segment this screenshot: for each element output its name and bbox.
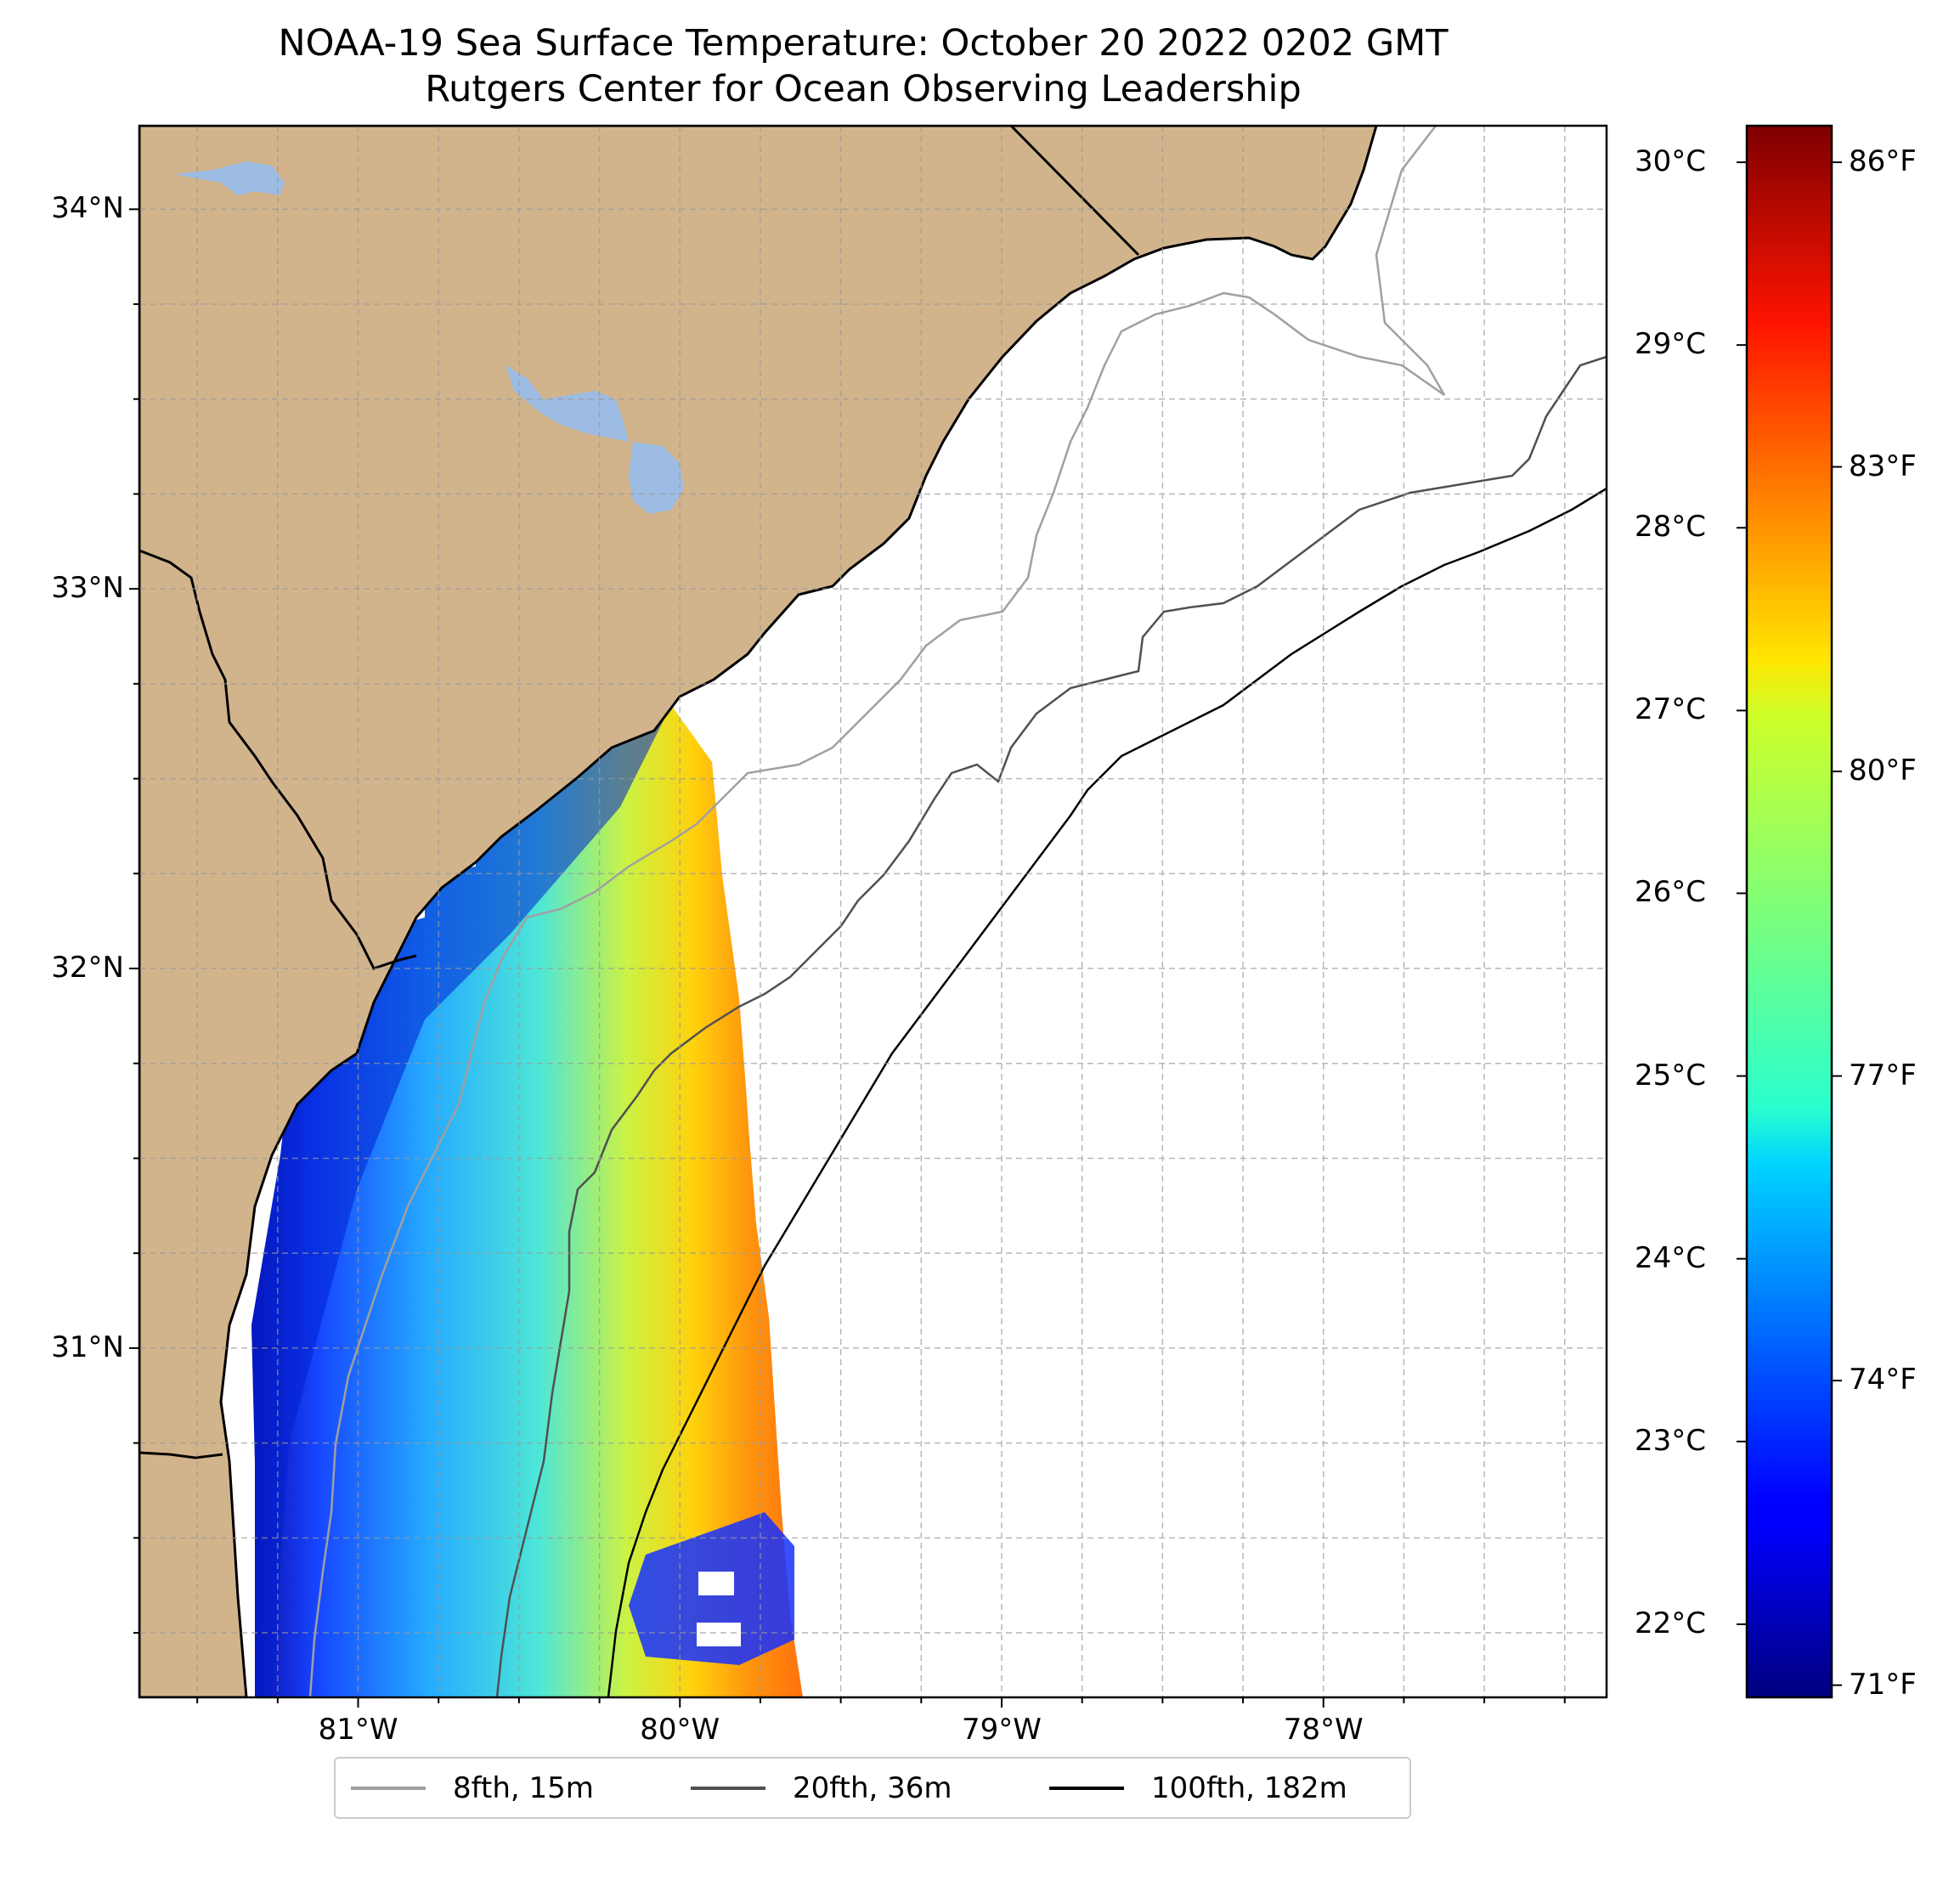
colorbar-celsius-label: 26°C bbox=[1635, 875, 1707, 910]
legend: 8fth, 15m 20fth, 36m 100fth, 182m bbox=[334, 1757, 1411, 1819]
contour-100fth-182m bbox=[607, 487, 1607, 1697]
colorbar bbox=[1745, 124, 1833, 1699]
lon-label-81w: 81°W bbox=[318, 1713, 398, 1747]
colorbar-fahrenheit-label: 74°F bbox=[1849, 1363, 1917, 1397]
lat-label-33: 33°N bbox=[51, 571, 124, 606]
colorbar-fahrenheit-label: 86°F bbox=[1849, 144, 1917, 179]
legend-label-8fth: 8fth, 15m bbox=[453, 1770, 594, 1805]
lon-label-80w: 80°W bbox=[640, 1713, 720, 1747]
colorbar-fahrenheit-label: 77°F bbox=[1849, 1058, 1917, 1092]
lon-label-79w: 79°W bbox=[962, 1713, 1042, 1747]
colorbar-fahrenheit-label: 83°F bbox=[1849, 449, 1917, 483]
no-data-patch bbox=[698, 1572, 734, 1595]
figure-subtitle: Rutgers Center for Ocean Observing Leade… bbox=[425, 68, 1302, 110]
colorbar-tick-marks bbox=[1737, 161, 1842, 1686]
figure-title: NOAA-19 Sea Surface Temperature: October… bbox=[278, 22, 1449, 65]
map-frame bbox=[138, 124, 1608, 1699]
lon-label-78w: 78°W bbox=[1283, 1713, 1364, 1747]
colorbar-celsius-label: 30°C bbox=[1635, 144, 1707, 179]
land-mass bbox=[139, 126, 1378, 1697]
colorbar-celsius-label: 28°C bbox=[1635, 510, 1707, 545]
legend-label-100fth: 100fth, 182m bbox=[1151, 1770, 1347, 1805]
sst-cold-coastal-band bbox=[251, 705, 671, 1697]
gridlines bbox=[139, 126, 1607, 1697]
contour-20fth-36m bbox=[495, 355, 1607, 1697]
legend-item-8fth: 8fth, 15m bbox=[351, 1759, 594, 1817]
legend-item-20fth: 20fth, 36m bbox=[691, 1759, 952, 1817]
no-data-patch bbox=[697, 1623, 741, 1646]
colorbar-celsius-label: 24°C bbox=[1635, 1240, 1707, 1275]
legend-swatch-20fth bbox=[691, 1786, 765, 1790]
map-tick-marks bbox=[129, 208, 1566, 1708]
legend-swatch-8fth bbox=[351, 1786, 426, 1790]
colorbar-celsius-label: 23°C bbox=[1635, 1423, 1707, 1458]
state-boundary bbox=[139, 1451, 223, 1459]
legend-swatch-100fth bbox=[1049, 1786, 1124, 1790]
state-boundary bbox=[1009, 126, 1140, 257]
legend-item-100fth: 100fth, 182m bbox=[1049, 1759, 1347, 1817]
colorbar-celsius-label: 22°C bbox=[1635, 1606, 1707, 1640]
lat-label-32: 32°N bbox=[51, 951, 124, 985]
lake bbox=[174, 161, 285, 195]
colorbar-celsius-label: 27°C bbox=[1635, 692, 1707, 727]
colorbar-celsius-label: 25°C bbox=[1635, 1058, 1707, 1092]
state-boundary bbox=[139, 549, 417, 970]
colorbar-fahrenheit-label: 71°F bbox=[1849, 1667, 1917, 1702]
contour-8fth-15m bbox=[308, 126, 1446, 1697]
legend-label-20fth: 20fth, 36m bbox=[793, 1770, 952, 1805]
lake bbox=[506, 365, 629, 442]
colorbar-fahrenheit-label: 80°F bbox=[1849, 754, 1917, 788]
lat-label-34: 34°N bbox=[51, 191, 124, 226]
lat-label-31: 31°N bbox=[51, 1330, 124, 1364]
colorbar-celsius-label: 29°C bbox=[1635, 327, 1707, 362]
lake bbox=[629, 442, 684, 514]
